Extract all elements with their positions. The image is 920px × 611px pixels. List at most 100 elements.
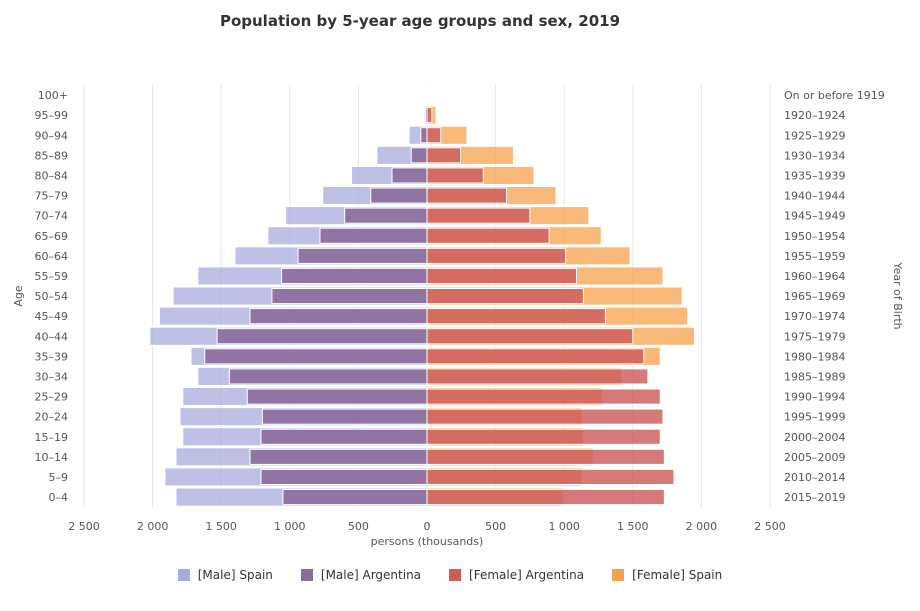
birth-year-label: 1930–1934 bbox=[784, 149, 846, 162]
birth-year-label: 1985–1989 bbox=[784, 370, 846, 383]
x-tick-label: 2 000 bbox=[137, 520, 169, 533]
x-tick-label: 1 000 bbox=[548, 520, 580, 533]
age-group-label: 75–79 bbox=[35, 190, 69, 203]
bar-female-argentina[interactable] bbox=[426, 468, 675, 485]
bar-female-argentina[interactable] bbox=[426, 147, 462, 164]
bar-male-argentina[interactable] bbox=[370, 187, 428, 204]
age-group-label: 30–34 bbox=[35, 370, 69, 383]
bar-male-argentina[interactable] bbox=[228, 368, 428, 385]
age-group-label: 45–49 bbox=[35, 310, 69, 323]
bar-male-argentina[interactable] bbox=[249, 308, 428, 325]
birth-year-label: 1975–1979 bbox=[784, 330, 846, 343]
bar-female-argentina[interactable] bbox=[426, 388, 661, 405]
bar-male-argentina[interactable] bbox=[282, 489, 428, 506]
bar-male-argentina[interactable] bbox=[281, 267, 428, 284]
x-tick-label: 2 500 bbox=[68, 520, 100, 533]
bar-female-argentina[interactable] bbox=[426, 207, 531, 224]
bar-male-argentina[interactable] bbox=[319, 227, 428, 244]
x-tick-label: 500 bbox=[348, 520, 369, 533]
legend-swatch bbox=[612, 569, 625, 581]
age-group-label: 95–99 bbox=[35, 109, 69, 122]
birth-year-label: 1940–1944 bbox=[784, 190, 846, 203]
x-tick-label: 1 500 bbox=[205, 520, 237, 533]
x-tick-label: 500 bbox=[485, 520, 506, 533]
legend-label: [Male] Argentina bbox=[320, 568, 422, 582]
birth-year-label: 1925–1929 bbox=[784, 129, 846, 142]
bar-female-argentina[interactable] bbox=[426, 328, 634, 345]
bar-male-argentina[interactable] bbox=[391, 167, 428, 184]
bar-female-argentina[interactable] bbox=[426, 308, 606, 325]
bar-male-argentina[interactable] bbox=[420, 127, 428, 144]
legend-swatch bbox=[449, 569, 462, 581]
age-group-label: 90–94 bbox=[35, 129, 69, 142]
birth-year-label: 2015–2019 bbox=[784, 491, 846, 504]
bar-male-argentina[interactable] bbox=[261, 408, 428, 425]
legend-swatch bbox=[300, 569, 313, 581]
age-group-label: 60–64 bbox=[35, 250, 69, 263]
bar-male-argentina[interactable] bbox=[246, 388, 428, 405]
bar-male-argentina[interactable] bbox=[344, 207, 428, 224]
birth-year-label: 1950–1954 bbox=[784, 230, 846, 243]
age-group-label: 70–74 bbox=[35, 210, 69, 223]
legend-label: [Female] Argentina bbox=[469, 568, 585, 582]
legend-item[interactable]: [Female] Spain bbox=[612, 568, 722, 582]
legend-swatch bbox=[177, 569, 190, 581]
age-group-label: 15–19 bbox=[35, 431, 69, 444]
bar-female-argentina[interactable] bbox=[426, 288, 584, 305]
population-pyramid-chart: 2 500 2 000 1 500 1 000 500 0 500 1 000 1 500 2 0… bbox=[12, 85, 904, 548]
age-group-label: 50–54 bbox=[35, 290, 69, 303]
bar-female-argentina[interactable] bbox=[426, 247, 567, 264]
birth-year-label: 1955–1959 bbox=[784, 250, 846, 263]
x-tick-label: 0 bbox=[424, 520, 431, 533]
bar-male-argentina[interactable] bbox=[260, 468, 428, 485]
x-tick-label: 2 500 bbox=[754, 520, 786, 533]
bar-female-argentina[interactable] bbox=[426, 107, 433, 124]
age-group-label: 25–29 bbox=[35, 391, 69, 404]
bar-male-argentina[interactable] bbox=[260, 428, 428, 445]
birth-year-label: 2010–2014 bbox=[784, 471, 846, 484]
legend-item[interactable]: [Female] Argentina bbox=[449, 568, 584, 582]
bar-female-argentina[interactable] bbox=[426, 87, 429, 104]
birth-year-label: 1945–1949 bbox=[784, 210, 846, 223]
bar-male-argentina[interactable] bbox=[216, 328, 428, 345]
bar-female-argentina[interactable] bbox=[426, 428, 661, 445]
birth-year-label: 1990–1994 bbox=[784, 391, 846, 404]
bar-male-argentina[interactable] bbox=[271, 288, 428, 305]
age-group-label: 10–14 bbox=[35, 451, 69, 464]
bar-female-argentina[interactable] bbox=[426, 448, 665, 465]
bar-male-argentina[interactable] bbox=[410, 147, 428, 164]
bar-female-argentina[interactable] bbox=[426, 187, 508, 204]
legend-item[interactable]: [Male] Argentina bbox=[300, 568, 422, 582]
bar-male-argentina[interactable] bbox=[297, 247, 428, 264]
bar-female-argentina[interactable] bbox=[426, 227, 550, 244]
bar-female-argentina[interactable] bbox=[426, 127, 442, 144]
legend-label: [Female] Spain bbox=[632, 568, 723, 582]
bar-female-argentina[interactable] bbox=[426, 348, 645, 365]
y-axis-label: Age bbox=[12, 285, 25, 307]
x-tick-label: 1 000 bbox=[274, 520, 306, 533]
bar-female-argentina[interactable] bbox=[426, 489, 665, 506]
age-group-label: 80–84 bbox=[35, 169, 69, 182]
x-axis-label: persons (thousands) bbox=[371, 535, 484, 548]
bar-male-argentina[interactable] bbox=[204, 348, 428, 365]
age-group-label: 100+ bbox=[38, 89, 68, 102]
axis-layer: 2 500 2 000 1 500 1 000 500 0 500 1 000 1 500 2 0… bbox=[35, 89, 885, 533]
legend-item[interactable]: [Male] Spain bbox=[177, 568, 273, 582]
birth-year-label: 1965–1969 bbox=[784, 290, 846, 303]
bar-female-argentina[interactable] bbox=[426, 368, 649, 385]
x-tick-label: 1 500 bbox=[617, 520, 649, 533]
age-group-label: 5–9 bbox=[49, 471, 69, 484]
bar-male-argentina[interactable] bbox=[249, 448, 428, 465]
bar-female-argentina[interactable] bbox=[426, 267, 578, 284]
age-group-label: 35–39 bbox=[35, 350, 69, 363]
chart-legend: [Male] Spain [Male] Argentina [Female] Arg… bbox=[0, 568, 900, 582]
birth-year-label: 2000–2004 bbox=[784, 431, 846, 444]
age-group-label: 65–69 bbox=[35, 230, 69, 243]
bar-female-argentina[interactable] bbox=[426, 408, 664, 425]
y2-axis-label: Year of Birth bbox=[891, 261, 904, 329]
birth-year-label: 1960–1964 bbox=[784, 270, 846, 283]
birth-year-label: 2005–2009 bbox=[784, 451, 846, 464]
bar-female-argentina[interactable] bbox=[426, 167, 484, 184]
bars-layer bbox=[149, 85, 696, 507]
